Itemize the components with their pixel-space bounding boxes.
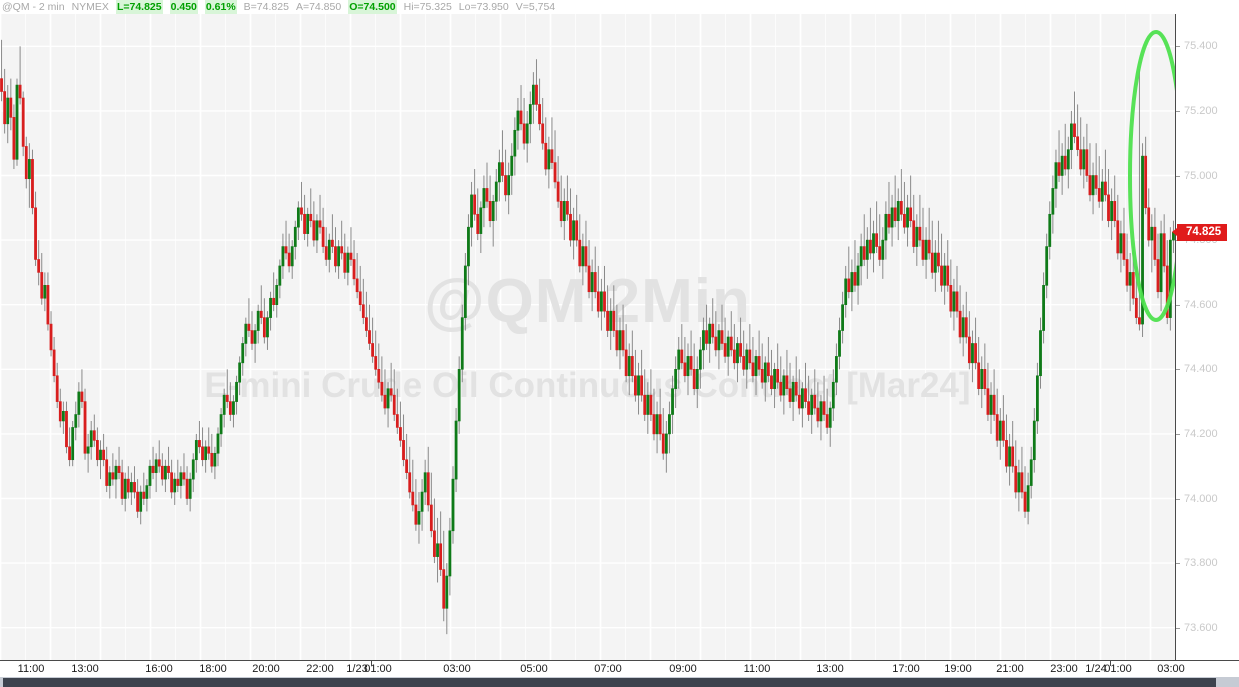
- time-axis-tick-label: 07:00: [594, 663, 622, 675]
- time-axis-tick-label: 1/23: [346, 663, 368, 675]
- time-axis-tick-label: 18:00: [199, 663, 227, 675]
- scrollbar-thumb[interactable]: [3, 678, 1216, 687]
- price-axis-tick-label: 73.600: [1184, 621, 1218, 634]
- time-axis-day-marker: [371, 661, 372, 666]
- price-axis-tick-label: 75.000: [1184, 169, 1218, 182]
- open-label: O=74.500: [348, 0, 397, 14]
- ask-label: A=74.850: [295, 1, 342, 13]
- price-axis-tick-label: 73.800: [1184, 557, 1218, 570]
- price-axis-tick-mark: [1176, 175, 1180, 177]
- time-axis[interactable]: 11:00 13:00 16:00 18:00 20:00 22:00 1/23 01:00 0…: [0, 660, 1239, 677]
- time-axis-tick-label: 20:00: [252, 663, 280, 675]
- last-price-tag: 74.825: [1171, 224, 1228, 242]
- quote-header-bar: @QM - 2 min NYMEX L=74.825 0.450 0.61% B=74.8…: [0, 0, 1239, 14]
- horizontal-scrollbar[interactable]: [0, 677, 1239, 687]
- time-axis-tick-label: 03:00: [443, 663, 471, 675]
- time-axis-tick-label: 22:00: [306, 663, 334, 675]
- time-axis-tick-label: 19:00: [944, 663, 972, 675]
- time-axis-tick-label: 13:00: [816, 663, 844, 675]
- price-axis-tick-mark: [1176, 433, 1180, 435]
- price-axis-tick-mark: [1176, 627, 1180, 629]
- time-axis-tick-label: 23:00: [1050, 663, 1078, 675]
- chart-plot-area[interactable]: @QM 2Min E-mini Crude Oil Continuous Con…: [0, 14, 1175, 660]
- price-axis-tick-label: 74.200: [1184, 427, 1218, 440]
- time-axis-tick-label: 21:00: [996, 663, 1024, 675]
- price-axis-tick-mark: [1176, 46, 1180, 48]
- time-axis-tick-label: 17:00: [892, 663, 920, 675]
- price-axis-tick-mark: [1176, 110, 1180, 112]
- time-axis-tick-label: 1/24: [1085, 663, 1107, 675]
- volume-label: V=5,754: [515, 1, 556, 13]
- change-percent-label: 0.61%: [204, 0, 237, 14]
- annotation-layer: [1128, 30, 1175, 322]
- price-axis-tick-mark: [1176, 369, 1180, 371]
- change-label: 0.450: [169, 0, 198, 14]
- time-axis-tick-label: 11:00: [743, 663, 771, 675]
- price-axis-tick-label: 74.000: [1184, 492, 1218, 505]
- price-axis-tick-label: 74.600: [1184, 298, 1218, 311]
- time-axis-tick-label: 09:00: [669, 663, 697, 675]
- price-axis-tick-mark: [1176, 563, 1180, 565]
- time-axis-tick-label: 01:00: [364, 663, 392, 675]
- price-axis-tick-label: 74.400: [1184, 363, 1218, 376]
- bid-label: B=74.825: [243, 1, 289, 13]
- price-axis-tick-label: 75.400: [1184, 40, 1218, 53]
- last-price-label: L=74.825: [115, 0, 163, 14]
- price-axis-tick-mark: [1176, 498, 1180, 500]
- price-axis[interactable]: 74.825 75.40075.20075.00074.80074.60074.…: [1171, 14, 1239, 660]
- exchange-label: NYMEX: [71, 1, 109, 13]
- low-label: Lo=73.950: [458, 1, 509, 13]
- time-axis-tick-label: 11:00: [17, 663, 45, 675]
- time-axis-tick-label: 01:00: [1104, 663, 1132, 675]
- symbol-label[interactable]: @QM - 2 min: [2, 1, 65, 13]
- price-axis-tick-mark: [1176, 304, 1180, 306]
- price-axis-tick-label: 75.200: [1184, 104, 1218, 117]
- time-axis-tick-label: 13:00: [71, 663, 99, 675]
- time-axis-tick-label: 05:00: [520, 663, 548, 675]
- time-axis-tick-label: 03:00: [1157, 663, 1185, 675]
- time-axis-tick-label: 16:00: [145, 663, 173, 675]
- time-axis-day-marker: [1110, 661, 1111, 666]
- high-label: Hi=75.325: [403, 1, 452, 13]
- candlestick-series: [0, 39, 1175, 635]
